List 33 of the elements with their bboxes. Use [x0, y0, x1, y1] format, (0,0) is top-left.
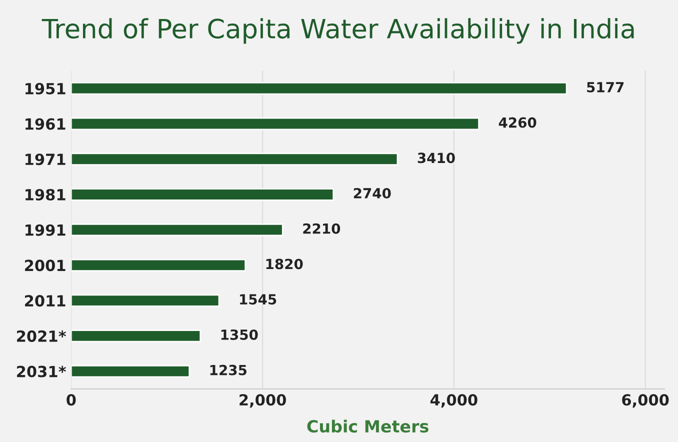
- y-tick-label: 2011: [25, 295, 66, 307]
- y-tick-label: 1961: [26, 118, 66, 130]
- y-tick-label: 1981: [26, 188, 66, 200]
- bar: [71, 152, 398, 166]
- data-label: 2210: [303, 223, 340, 234]
- x-tick-label: 6,000: [622, 394, 669, 408]
- data-label: 1350: [221, 329, 258, 340]
- bar: [71, 188, 334, 201]
- bar: [71, 258, 246, 272]
- y-tick-label: 2021*: [17, 330, 66, 342]
- bar: [71, 117, 480, 130]
- chart-title: Trend of Per Capita Water Availability in India: [42, 18, 634, 44]
- bar: [71, 330, 202, 342]
- bar: [71, 223, 284, 236]
- bar: [71, 82, 568, 95]
- data-label: 5177: [587, 82, 624, 92]
- y-tick-label: 2031*: [17, 366, 66, 378]
- x-tick-label: 0: [66, 394, 76, 406]
- data-label: 4260: [498, 117, 536, 128]
- x-tick-label: 4,000: [430, 394, 478, 408]
- data-label: 1545: [240, 294, 276, 305]
- data-label: 2740: [354, 188, 391, 199]
- x-tick-label: 2,000: [240, 394, 286, 408]
- bar: [71, 294, 220, 307]
- data-label: 3410: [418, 152, 455, 164]
- y-tick-label: 1991: [26, 224, 66, 236]
- data-label: 1820: [266, 258, 303, 270]
- y-tick-label: 2001: [25, 260, 66, 272]
- y-tick-label: 1971: [26, 154, 66, 166]
- y-tick-label: 1951: [26, 82, 66, 94]
- x-axis-title: Cubic Meters: [307, 420, 428, 433]
- data-label: 1235: [210, 364, 246, 376]
- bar: [71, 364, 190, 378]
